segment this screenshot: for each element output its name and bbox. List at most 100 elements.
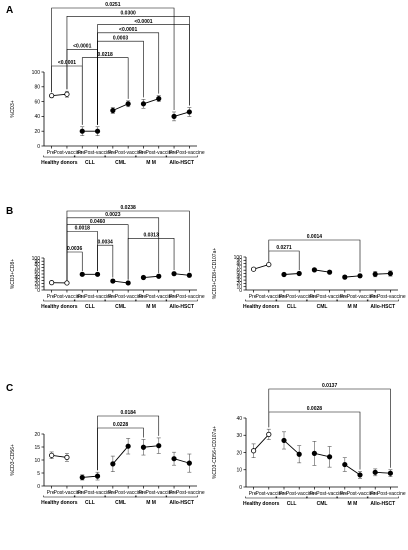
group-label: Allo-HSCT — [370, 501, 395, 507]
y-tick-label: 5 — [37, 471, 40, 477]
x-tick-label-pre: Pre — [108, 150, 116, 156]
series-line — [173, 458, 190, 464]
x-tick-label-post: Post-vaccine — [286, 491, 315, 497]
x-tick-label-post: Post-vaccine — [145, 294, 174, 300]
x-tick-label-pre: Pre — [169, 150, 177, 156]
y-tick-label: 70 — [236, 265, 242, 271]
group-bracket — [104, 155, 137, 158]
data-point — [171, 113, 177, 120]
series-line — [344, 464, 361, 476]
x-tick-label-post: Post-vaccine — [176, 490, 205, 496]
group-label: Allo-HSCT — [169, 160, 194, 166]
x-tick-label-post: Post-vaccine — [377, 491, 406, 497]
y-tick-label: 40 — [34, 275, 40, 281]
y-tick-label: 20 — [34, 432, 40, 438]
data-point — [281, 271, 287, 278]
p-value-label: 0.0251 — [105, 2, 121, 8]
x-tick-label-pre: Pre — [77, 490, 85, 496]
x-tick-label-post: Post-vaccine — [84, 490, 113, 496]
y-tick-label: 10 — [236, 285, 242, 291]
data-point — [296, 270, 302, 277]
y-tick-label: 40 — [236, 416, 242, 422]
y-tick-label: 30 — [34, 278, 40, 284]
x-tick-label-pre: Pre — [279, 294, 287, 300]
data-point — [79, 128, 85, 134]
data-point — [311, 450, 317, 456]
y-tick-label: 0 — [239, 485, 242, 491]
group-bracket — [165, 299, 198, 302]
significance-bracket — [268, 239, 361, 273]
data-point — [64, 454, 70, 460]
y-tick-label: 0 — [37, 288, 40, 294]
data-point — [186, 272, 192, 278]
y-tick-label: 40 — [34, 114, 40, 120]
x-tick-label-pre: Pre — [340, 491, 348, 497]
y-tick-label: 20 — [34, 129, 40, 135]
data-point — [171, 456, 177, 462]
data-point — [64, 91, 70, 97]
p-value-label: 0.0218 — [98, 52, 114, 58]
y-axis-title: %CD3+CD8+ — [10, 259, 16, 289]
p-value-label: 0.0238 — [121, 205, 137, 211]
group-bracket — [336, 496, 369, 499]
significance-bracket — [81, 57, 129, 125]
x-tick-label-post: Post-vaccine — [316, 491, 345, 497]
x-tick-label-post: Post-vaccine — [84, 150, 113, 156]
group-label: M M — [348, 501, 358, 507]
group-bracket — [135, 155, 168, 158]
data-point — [94, 473, 101, 479]
y-axis-title: %CD3-CD56+ — [10, 444, 16, 476]
y-tick-label: 30 — [236, 278, 242, 284]
y-tick-label: 40 — [236, 275, 242, 281]
group-label: M M — [348, 304, 358, 310]
data-point — [372, 469, 378, 475]
p-value-label: 0.0271 — [276, 245, 292, 251]
x-tick-label-pre: Pre — [279, 491, 287, 497]
group-bracket — [366, 496, 399, 499]
data-point — [171, 271, 177, 277]
significance-bracket — [97, 427, 144, 471]
y-tick-label: 80 — [236, 261, 242, 267]
data-point — [125, 443, 131, 449]
x-tick-label-pre: Pre — [310, 491, 318, 497]
x-tick-label-pre: Pre — [139, 150, 147, 156]
data-point — [140, 274, 147, 281]
y-tick-label: 80 — [34, 85, 40, 91]
group-label: CML — [115, 500, 126, 506]
y-tick-label: 100 — [32, 70, 41, 76]
y-tick-label: 100 — [32, 256, 41, 262]
y-axis-title: %CD3+CD8+CD107a+ — [212, 248, 218, 300]
x-tick-label-pre: Pre — [370, 491, 378, 497]
y-tick-label: 50 — [34, 272, 40, 278]
p-value-label: 0.0018 — [75, 226, 91, 232]
y-tick-label: 30 — [236, 433, 242, 439]
group-label: Allo-HSCT — [370, 304, 395, 310]
p-value-label: 0.0460 — [90, 219, 106, 225]
data-point — [110, 461, 116, 467]
data-point — [372, 271, 378, 277]
data-point — [94, 271, 101, 277]
x-tick-label-post: Post-vaccine — [316, 294, 345, 300]
data-point — [387, 470, 393, 476]
y-tick-label: 90 — [236, 258, 242, 264]
significance-bracket — [127, 238, 175, 280]
x-tick-label-post: Post-vaccine — [347, 294, 376, 300]
x-tick-label-pre: Pre — [77, 294, 85, 300]
data-point — [387, 270, 393, 277]
x-tick-label-post: Post-vaccine — [145, 150, 174, 156]
data-point — [140, 444, 147, 450]
group-bracket — [43, 495, 76, 498]
x-tick-label-post: Post-vaccine — [54, 150, 83, 156]
y-tick-label: 60 — [34, 269, 40, 275]
group-bracket — [336, 299, 369, 302]
p-value-label: <0.0001 — [134, 19, 152, 25]
data-point — [49, 280, 55, 286]
group-label: CLL — [287, 501, 297, 507]
data-point — [79, 474, 85, 481]
data-point — [156, 96, 162, 102]
x-tick-label-post: Post-vaccine — [286, 294, 315, 300]
x-tick-label-pre: Pre — [310, 294, 318, 300]
data-point — [110, 278, 116, 284]
x-tick-label-post: Post-vaccine — [54, 294, 83, 300]
